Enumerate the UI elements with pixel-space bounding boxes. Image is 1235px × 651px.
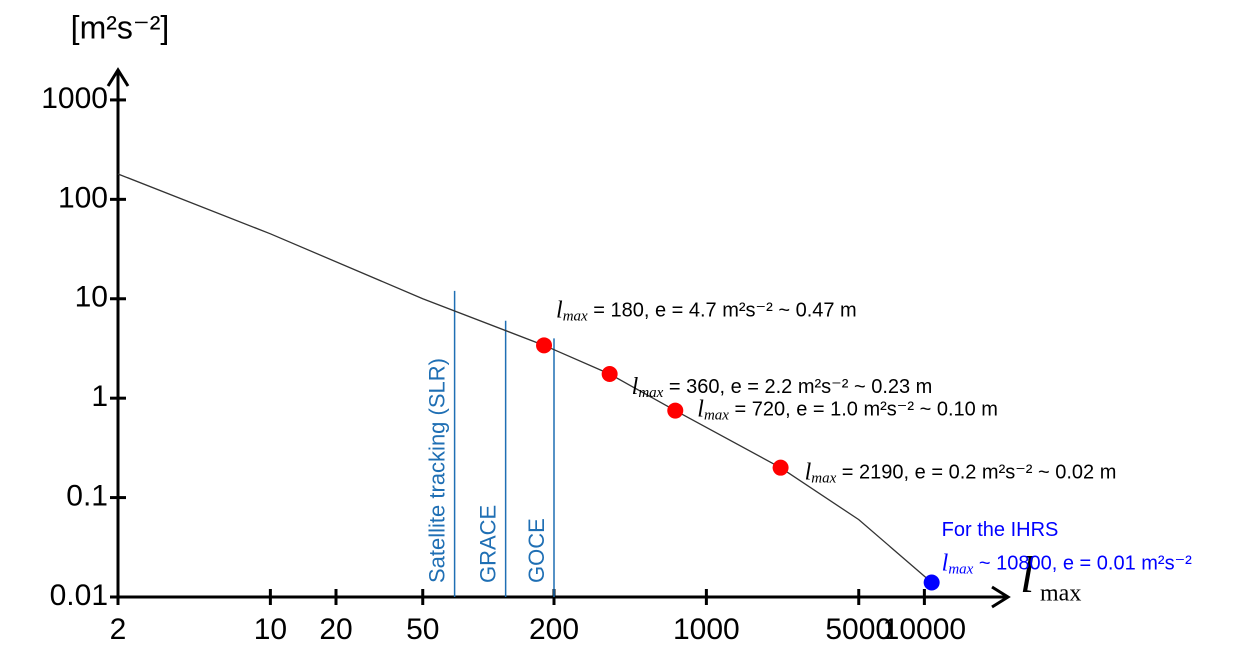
annotation-symbol: l	[942, 550, 949, 576]
annotation-subscript: max	[811, 471, 836, 487]
y-tick-label: 0.01	[50, 579, 108, 612]
point	[667, 402, 684, 419]
x-tick-label: 2	[110, 613, 127, 646]
x-axis-label-sub: max	[1040, 581, 1081, 607]
annotation-symbol: l	[556, 297, 563, 323]
annotation-subscript: max	[704, 408, 729, 424]
y-tick-label: 1	[91, 380, 108, 413]
annotation-text: = 720, e = 1.0 m²s⁻² ~ 0.10 m	[729, 399, 998, 421]
y-axis-label: [m²s⁻²]	[71, 9, 170, 45]
annotation: lmax = 2190, e = 0.2 m²s⁻² ~ 0.02 m	[805, 459, 1117, 487]
annotation: lmax = 360, e = 2.2 m²s⁻² ~ 0.23 m	[632, 374, 933, 402]
point	[772, 459, 789, 476]
y-tick-label: 1000	[41, 82, 108, 115]
annotation-subscript: max	[563, 309, 588, 325]
point	[601, 366, 618, 383]
x-tick-label: 10000	[883, 613, 966, 646]
annotation: lmax = 720, e = 1.0 m²s⁻² ~ 0.10 m	[697, 396, 998, 424]
annotation-text: = 2190, e = 0.2 m²s⁻² ~ 0.02 m	[836, 462, 1116, 484]
x-tick-label: 50	[406, 613, 439, 646]
mission-label: Satellite tracking (SLR)	[424, 358, 449, 583]
x-tick-label: 200	[529, 613, 579, 646]
x-tick-label: 20	[319, 613, 352, 646]
annotation-text: = 360, e = 2.2 m²s⁻² ~ 0.23 m	[663, 376, 932, 398]
mission-label: GOCE	[524, 518, 549, 583]
annotation-symbol: l	[805, 459, 812, 485]
x-tick-label: 5000	[825, 613, 892, 646]
x-tick-label: 10	[254, 613, 287, 646]
y-tick-label: 10	[75, 281, 108, 314]
y-tick-label: 0.1	[66, 480, 108, 513]
annotation-symbol: l	[697, 396, 704, 422]
x-axis-label: l	[1020, 547, 1034, 604]
annotation-subscript: max	[638, 385, 663, 401]
x-axis-arrow	[991, 585, 1011, 609]
mission-label: GRACE	[475, 505, 500, 583]
point	[923, 574, 940, 591]
annotation-symbol: l	[632, 374, 639, 400]
point	[536, 337, 553, 354]
y-axis-arrow	[106, 67, 130, 87]
annotation: lmax ~ 10800, e = 0.01 m²s⁻²	[942, 550, 1192, 578]
annotation-subscript: max	[948, 562, 973, 578]
annotation-text: ~ 10800, e = 0.01 m²s⁻²	[973, 553, 1192, 575]
annotation-heading: For the IHRS	[942, 519, 1059, 541]
y-tick-label: 100	[58, 181, 108, 214]
annotation-text: = 180, e = 4.7 m²s⁻² ~ 0.47 m	[588, 300, 857, 322]
annotation: lmax = 180, e = 4.7 m²s⁻² ~ 0.47 m	[556, 297, 857, 325]
x-tick-label: 1000	[673, 613, 740, 646]
